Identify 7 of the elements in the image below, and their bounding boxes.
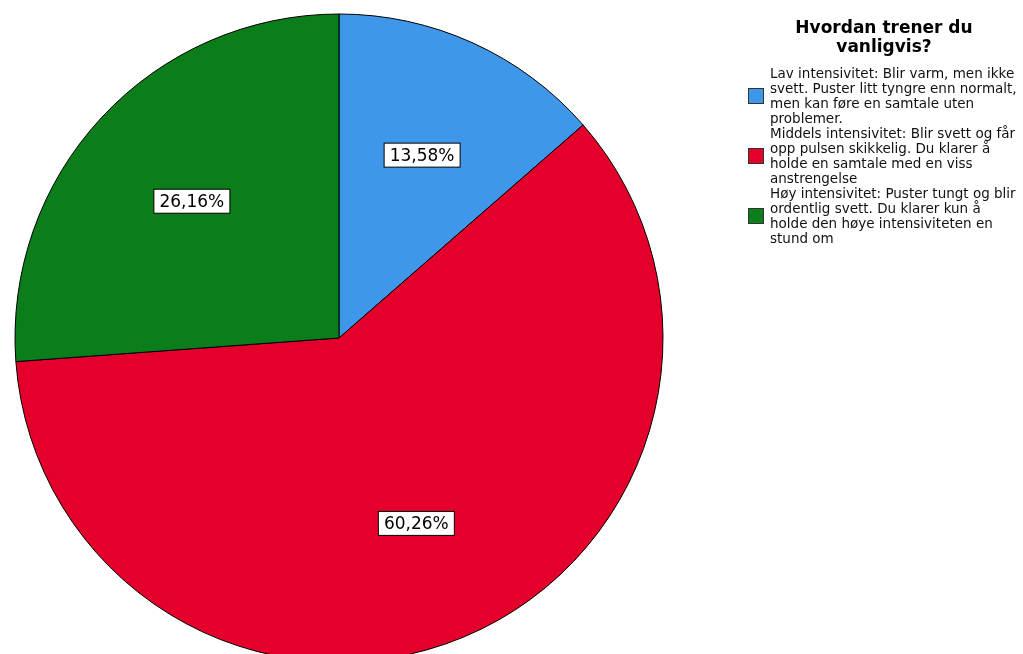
legend-label: Lav intensivitet: Blir varm, men ikke svett. Puster litt tyngre enn normalt, men kan føre en samtale uten problemer. (770, 65, 1018, 126)
legend-title: Hvordan trener du vanligvis? (794, 17, 974, 56)
legend-label: Middels intensivitet: Blir svett og får opp pulsen skikkelig. Du klarer å holde en samtale med en viss anstrengelse (770, 125, 1017, 186)
legend-label: Høy intensivitet: Puster tungt og blir ordentlig svett. Du klarer kun å holde den høye intensiviteten en stund om (770, 185, 1017, 246)
data-label: 26,16% (159, 191, 225, 212)
data-label: 60,26% (383, 513, 449, 534)
data-label: 13,58% (389, 145, 455, 166)
